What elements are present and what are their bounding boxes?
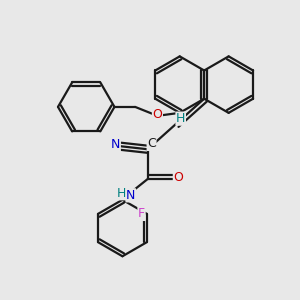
- Text: N: N: [111, 138, 120, 151]
- Text: C: C: [147, 137, 156, 150]
- Text: F: F: [138, 207, 145, 220]
- Text: H: H: [117, 187, 127, 200]
- Text: O: O: [152, 108, 162, 121]
- Text: H: H: [176, 112, 185, 125]
- Text: N: N: [126, 189, 135, 202]
- Text: O: O: [173, 171, 183, 184]
